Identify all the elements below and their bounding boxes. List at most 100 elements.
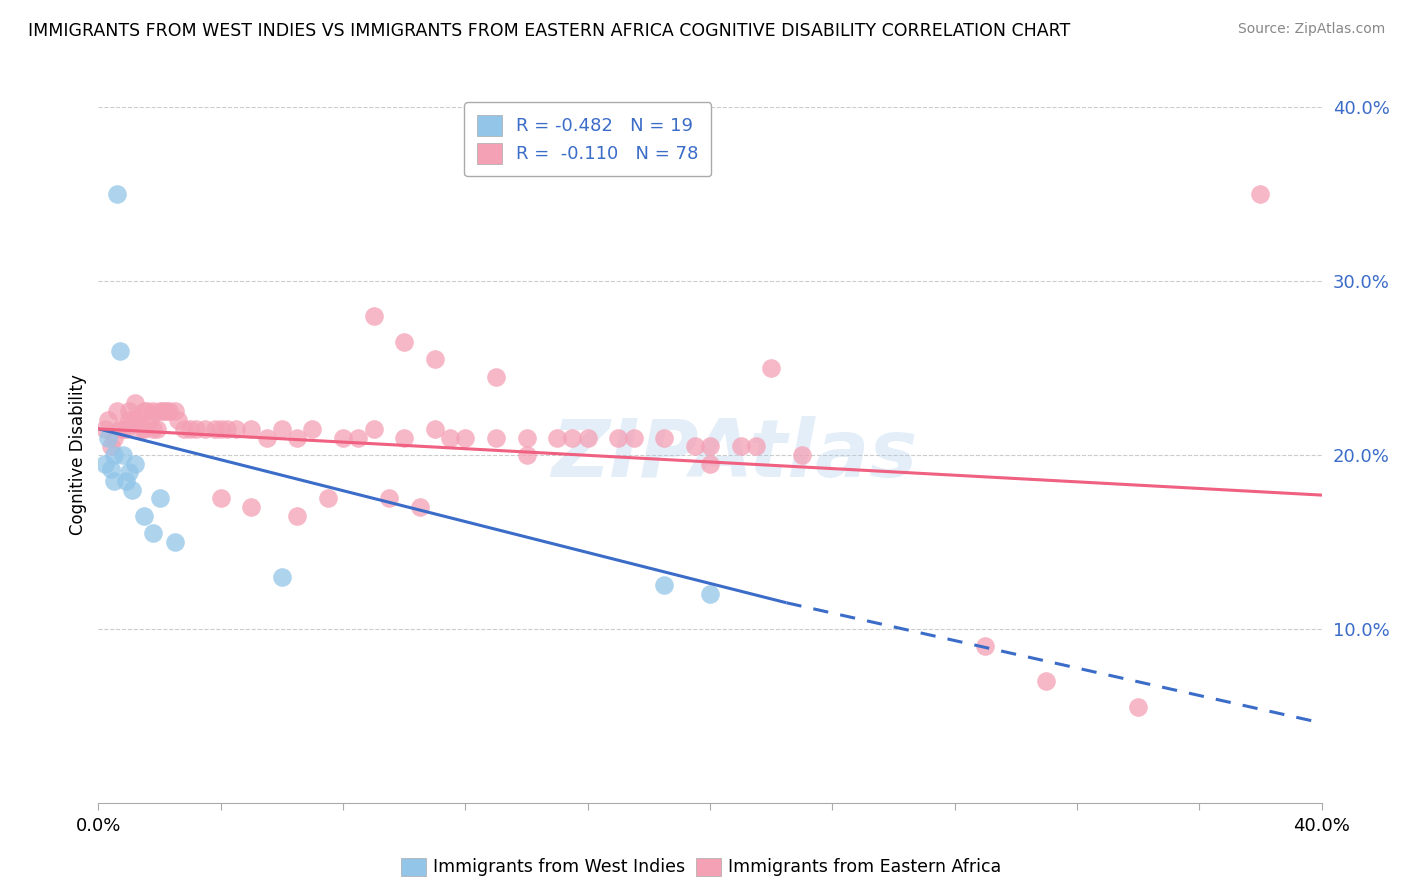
Point [423, 352, 446, 367]
Point [157, 404, 180, 418]
Point [167, 413, 190, 427]
Point [149, 404, 172, 418]
Point [139, 413, 162, 427]
Point [103, 474, 125, 488]
Point [149, 491, 172, 506]
Point [240, 422, 263, 436]
Point [134, 422, 156, 436]
Point [270, 570, 292, 584]
Point [759, 360, 782, 375]
Point [516, 431, 538, 445]
Point [111, 448, 134, 462]
Point [97, 413, 120, 427]
Point [285, 508, 308, 523]
Point [974, 639, 997, 653]
Point [1035, 674, 1057, 689]
Point [100, 462, 122, 476]
Point [270, 422, 292, 436]
Point [145, 422, 167, 436]
Point [301, 422, 323, 436]
Point [118, 413, 141, 427]
Point [1128, 700, 1150, 714]
Point [699, 587, 721, 601]
Point [576, 431, 599, 445]
Legend: R = -0.482   N = 19, R =  -0.110   N = 78: R = -0.482 N = 19, R = -0.110 N = 78 [464, 103, 711, 177]
Point [363, 309, 385, 323]
Point [121, 483, 143, 497]
Point [332, 431, 354, 445]
Point [105, 187, 128, 202]
Text: Immigrants from Eastern Africa: Immigrants from Eastern Africa [728, 858, 1001, 876]
Point [363, 422, 385, 436]
Point [194, 422, 217, 436]
Point [163, 534, 186, 549]
Point [439, 431, 461, 445]
Point [209, 491, 232, 506]
Point [1249, 187, 1271, 202]
Point [100, 439, 122, 453]
Text: ZIPAtlas: ZIPAtlas [551, 416, 918, 494]
Point [93, 422, 115, 436]
Point [347, 431, 370, 445]
Point [124, 457, 146, 471]
Point [115, 422, 138, 436]
Point [745, 439, 768, 453]
Point [142, 404, 165, 418]
Point [423, 422, 446, 436]
Point [623, 431, 645, 445]
Point [134, 508, 156, 523]
Point [124, 413, 146, 427]
Y-axis label: Cognitive Disability: Cognitive Disability [69, 375, 87, 535]
Point [652, 431, 675, 445]
Point [454, 431, 477, 445]
Point [285, 431, 308, 445]
Point [179, 422, 201, 436]
Point [378, 491, 401, 506]
Point [790, 448, 813, 462]
Point [516, 448, 538, 462]
Point [121, 413, 143, 427]
Point [136, 404, 159, 418]
Point [118, 404, 141, 418]
Point [142, 422, 165, 436]
Point [115, 474, 138, 488]
Point [607, 431, 630, 445]
Point [105, 404, 128, 418]
Point [93, 457, 115, 471]
Point [124, 396, 146, 410]
Point [111, 422, 134, 436]
Point [108, 343, 131, 358]
Point [730, 439, 752, 453]
Point [316, 491, 339, 506]
Point [142, 526, 165, 541]
Point [256, 431, 278, 445]
Point [173, 422, 195, 436]
Point [215, 422, 238, 436]
Point [699, 457, 721, 471]
Point [408, 500, 430, 514]
Point [652, 578, 675, 592]
Point [97, 431, 120, 445]
Point [209, 422, 232, 436]
Point [485, 431, 508, 445]
Text: Immigrants from West Indies: Immigrants from West Indies [433, 858, 685, 876]
Point [152, 404, 174, 418]
Point [186, 422, 208, 436]
Point [225, 422, 247, 436]
Point [485, 369, 508, 384]
Text: IMMIGRANTS FROM WEST INDIES VS IMMIGRANTS FROM EASTERN AFRICA COGNITIVE DISABILI: IMMIGRANTS FROM WEST INDIES VS IMMIGRANT… [28, 22, 1070, 40]
Point [240, 500, 263, 514]
Point [546, 431, 568, 445]
Point [699, 439, 721, 453]
Point [103, 448, 125, 462]
Point [108, 422, 131, 436]
Point [561, 431, 583, 445]
Text: Source: ZipAtlas.com: Source: ZipAtlas.com [1237, 22, 1385, 37]
Point [118, 466, 141, 480]
Point [163, 404, 186, 418]
Point [683, 439, 706, 453]
Point [129, 422, 152, 436]
Point [392, 334, 416, 349]
Point [127, 413, 149, 427]
Point [155, 404, 177, 418]
